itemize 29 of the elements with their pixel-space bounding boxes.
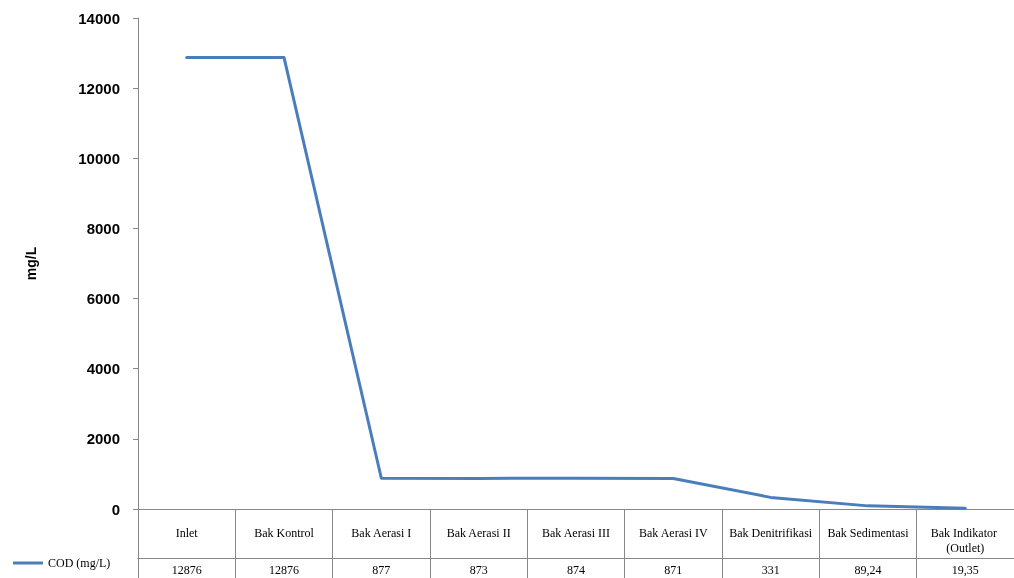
legend-label: COD (mg/L): [48, 556, 111, 570]
y-tick-label: 12000: [78, 79, 120, 97]
y-tick-label: 8000: [86, 219, 120, 237]
line-series: [185, 55, 967, 510]
y-tick-label: 4000: [86, 360, 120, 378]
x-tick-label: Bak Aerasi I: [351, 525, 412, 540]
data-label: 89,24: [854, 563, 882, 577]
x-tick-label: Inlet: [175, 525, 199, 540]
data-label: 874: [567, 563, 585, 577]
x-tick-label: Bak Aerasi III: [542, 525, 610, 540]
data-label: 19,35: [951, 563, 979, 577]
x-tick-label: Bak Indikator (Outlet): [930, 525, 1000, 555]
data-label: 12876: [269, 563, 299, 577]
y-tick-label: 14000: [78, 9, 120, 27]
x-tick-label: Bak Aerasi IV: [639, 525, 708, 540]
x-tick-label: Bak Kontrol: [254, 525, 315, 540]
data-label: 871: [664, 563, 683, 577]
y-tick-label: 10000: [78, 149, 120, 167]
y-tick-label: 6000: [86, 290, 120, 308]
y-tick-label: 2000: [86, 430, 120, 448]
x-tick-label: Bak Denitrifikasi: [729, 525, 813, 540]
data-label: 331: [761, 563, 780, 577]
y-tick-label: 0: [111, 500, 120, 518]
data-label: 12876: [171, 563, 202, 577]
x-tick-label: Bak Aerasi II: [446, 525, 511, 540]
x-tick-label: Bak Sedimentasi: [827, 525, 910, 540]
y-axis-title: mg/L: [23, 246, 39, 281]
data-label: 877: [372, 563, 391, 577]
data-label: 873: [469, 563, 488, 577]
